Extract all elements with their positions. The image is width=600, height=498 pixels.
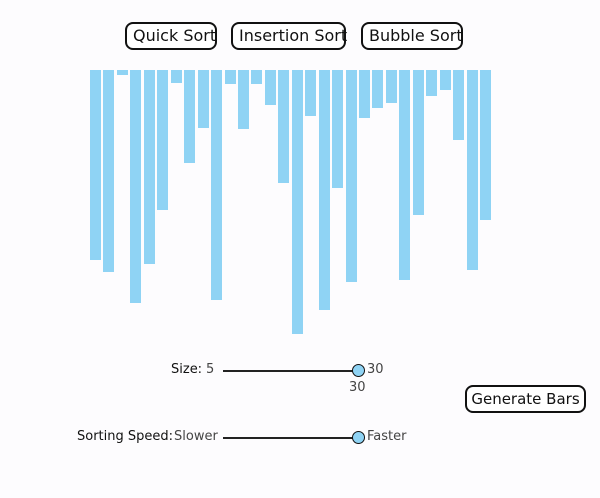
array-bar — [318, 70, 330, 310]
size-slider-track[interactable] — [223, 370, 358, 372]
speed-min-label: Slower — [174, 429, 218, 444]
array-bar — [439, 70, 451, 90]
insertion-sort-button[interactable]: Insertion Sort — [231, 22, 347, 50]
speed-slider-track[interactable] — [223, 437, 358, 439]
array-bar — [453, 70, 465, 140]
array-bar — [157, 70, 169, 210]
size-min-label: 5 — [206, 362, 215, 377]
array-bar — [116, 70, 128, 75]
array-bar — [184, 70, 196, 163]
array-bar — [372, 70, 384, 108]
array-bar — [291, 70, 303, 334]
array-bar — [264, 70, 276, 105]
quick-sort-button[interactable]: Quick Sort — [125, 22, 217, 50]
array-bar — [251, 70, 263, 84]
bar-chart-area — [90, 70, 492, 340]
array-bar — [385, 70, 397, 103]
size-max-label: 30 — [367, 362, 384, 377]
array-bar — [332, 70, 344, 188]
array-bar — [90, 70, 101, 260]
array-bar — [399, 70, 411, 280]
array-bar — [211, 70, 223, 300]
bubble-sort-button[interactable]: Bubble Sort — [361, 22, 463, 50]
array-bar — [103, 70, 115, 272]
array-bar — [305, 70, 317, 116]
array-bar — [224, 70, 236, 84]
array-bar — [426, 70, 438, 96]
size-label: Size: — [171, 362, 203, 377]
generate-bars-button[interactable]: Generate Bars — [465, 385, 586, 413]
array-bar — [359, 70, 370, 118]
size-value-label: 30 — [349, 380, 366, 395]
array-bar — [143, 70, 155, 264]
size-slider-thumb[interactable] — [351, 364, 365, 377]
speed-slider-thumb[interactable] — [351, 431, 365, 444]
array-bar — [130, 70, 142, 303]
array-bar — [466, 70, 478, 270]
array-bar — [412, 70, 424, 215]
array-bar — [237, 70, 249, 129]
array-bar — [197, 70, 209, 128]
array-bar — [345, 70, 357, 282]
speed-max-label: Faster — [367, 429, 407, 444]
array-bar — [170, 70, 182, 83]
array-bar — [480, 70, 492, 220]
array-bar — [278, 70, 290, 183]
sorting-speed-label: Sorting Speed: — [77, 429, 174, 444]
